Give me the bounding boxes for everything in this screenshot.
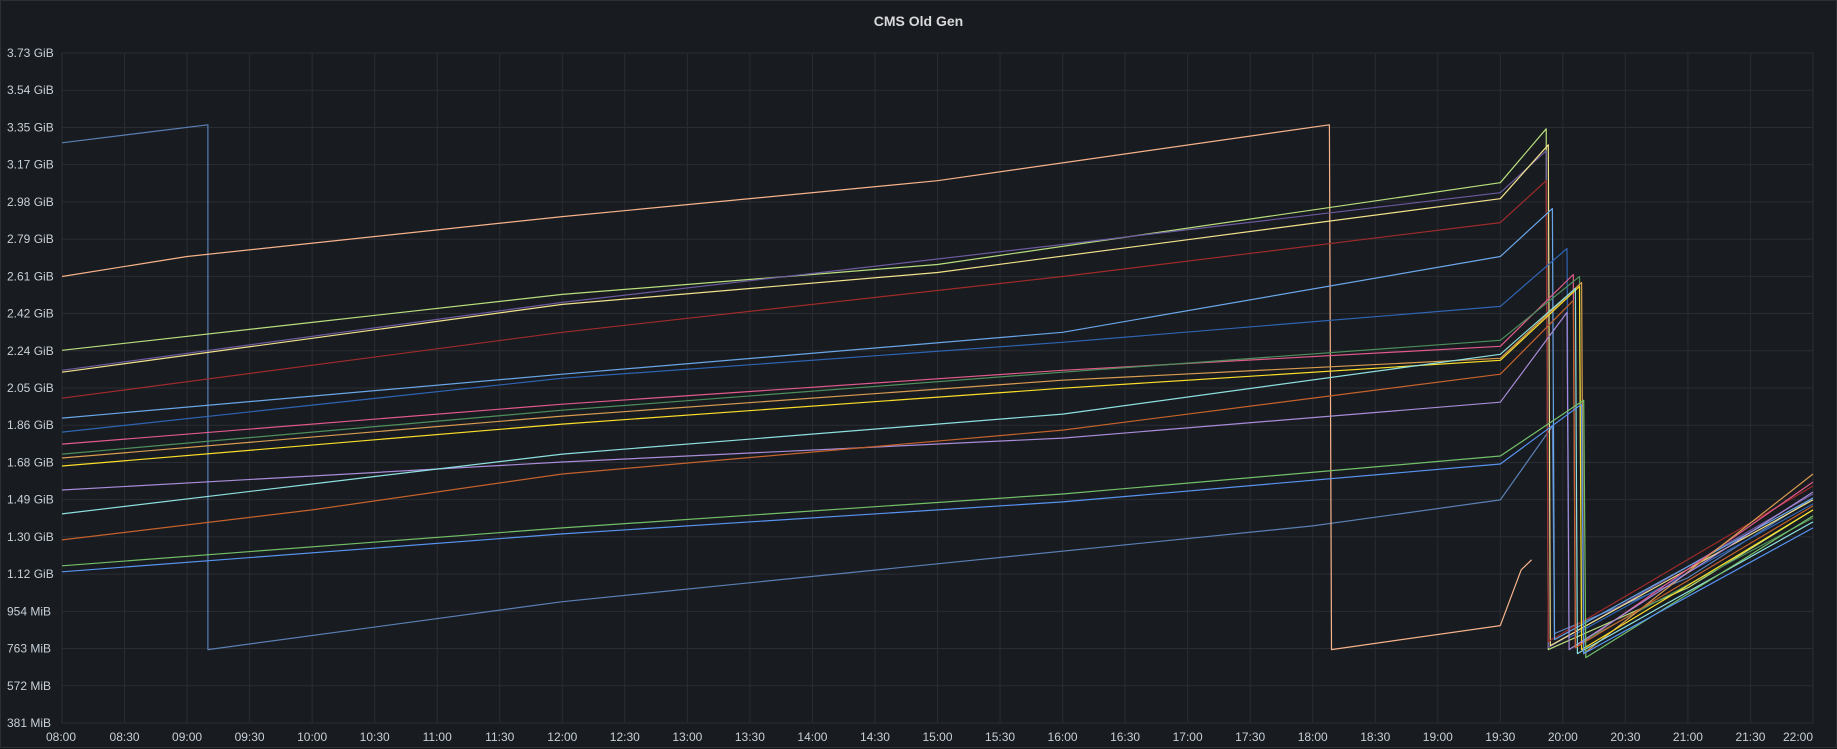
series-lines: [61, 124, 1814, 659]
series-line-6: [61, 180, 1814, 643]
grid: [61, 52, 1814, 724]
x-tick-label: 16:30: [1110, 730, 1140, 744]
y-tick-label: 381 MiB: [7, 716, 51, 730]
series-line-15: [61, 299, 1814, 649]
y-tick-label: 954 MiB: [7, 604, 51, 618]
x-tick-label: 09:00: [172, 730, 202, 744]
x-tick-label: 10:30: [360, 730, 390, 744]
x-tick-label: 08:00: [46, 730, 76, 744]
x-tick-label: 16:00: [1048, 730, 1078, 744]
y-tick-label: 3.17 GiB: [7, 158, 54, 172]
series-line-14: [61, 287, 1814, 655]
y-tick-label: 2.98 GiB: [7, 195, 54, 209]
x-tick-label: 17:30: [1235, 730, 1265, 744]
x-tick-label: 18:00: [1298, 730, 1328, 744]
series-line-2: [61, 124, 1533, 651]
x-tick-label: 21:00: [1673, 730, 1703, 744]
y-tick-label: 572 MiB: [7, 679, 51, 693]
x-tick-label: 20:00: [1548, 730, 1578, 744]
y-tick-label: 3.35 GiB: [7, 120, 54, 134]
series-line-16: [61, 399, 1814, 659]
x-tick-label: 14:30: [860, 730, 890, 744]
series-line-13: [61, 311, 1814, 651]
x-tick-label: 09:30: [235, 730, 265, 744]
x-tick-label: 20:30: [1610, 730, 1640, 744]
y-tick-label: 3.54 GiB: [7, 83, 54, 97]
chart-title: CMS Old Gen: [873, 13, 964, 29]
y-axis-ticks: 381 MiB 572 MiB 763 MiB 954 MiB 1.12 GiB 1.30…: [7, 46, 54, 730]
x-tick-label: 18:30: [1360, 730, 1390, 744]
x-tick-label: 11:00: [423, 730, 452, 744]
series-line-5: [61, 144, 1814, 647]
y-tick-label: 1.68 GiB: [7, 455, 54, 469]
y-tick-label: 1.86 GiB: [7, 418, 54, 432]
y-tick-label: 1.12 GiB: [7, 567, 54, 581]
y-tick-label: 2.61 GiB: [7, 269, 54, 283]
y-tick-label: 1.30 GiB: [7, 530, 54, 544]
x-tick-label: 12:30: [610, 730, 640, 744]
y-tick-label: 2.05 GiB: [7, 381, 54, 395]
series-line-17: [61, 403, 1814, 655]
x-tick-label: 13:00: [672, 730, 702, 744]
y-tick-label: 3.73 GiB: [7, 46, 54, 60]
x-tick-label: 15:00: [922, 730, 952, 744]
y-tick-label: 763 MiB: [7, 642, 51, 656]
y-tick-label: 2.79 GiB: [7, 232, 54, 246]
x-tick-label: 22:00: [1783, 730, 1813, 744]
x-tick-label: 19:30: [1485, 730, 1515, 744]
x-tick-label: 11:30: [485, 730, 514, 744]
x-tick-label: 12:00: [547, 730, 577, 744]
x-tick-label: 21:30: [1735, 730, 1765, 744]
x-axis-ticks: 08:00 08:30 09:00 09:30 10:00 10:30 11:00 11:30…: [46, 730, 1813, 744]
series-line-12: [61, 285, 1814, 651]
series-line-7: [61, 208, 1814, 641]
x-tick-label: 17:00: [1173, 730, 1203, 744]
x-tick-label: 13:30: [735, 730, 765, 744]
x-tick-label: 15:30: [985, 730, 1015, 744]
y-tick-label: 2.24 GiB: [7, 344, 54, 358]
y-tick-label: 2.42 GiB: [7, 307, 54, 321]
x-tick-label: 19:00: [1423, 730, 1453, 744]
x-tick-label: 10:00: [297, 730, 327, 744]
series-line-4: [61, 150, 1814, 649]
x-tick-label: 08:30: [110, 730, 140, 744]
x-tick-label: 14:00: [797, 730, 827, 744]
y-tick-label: 1.49 GiB: [7, 493, 54, 507]
